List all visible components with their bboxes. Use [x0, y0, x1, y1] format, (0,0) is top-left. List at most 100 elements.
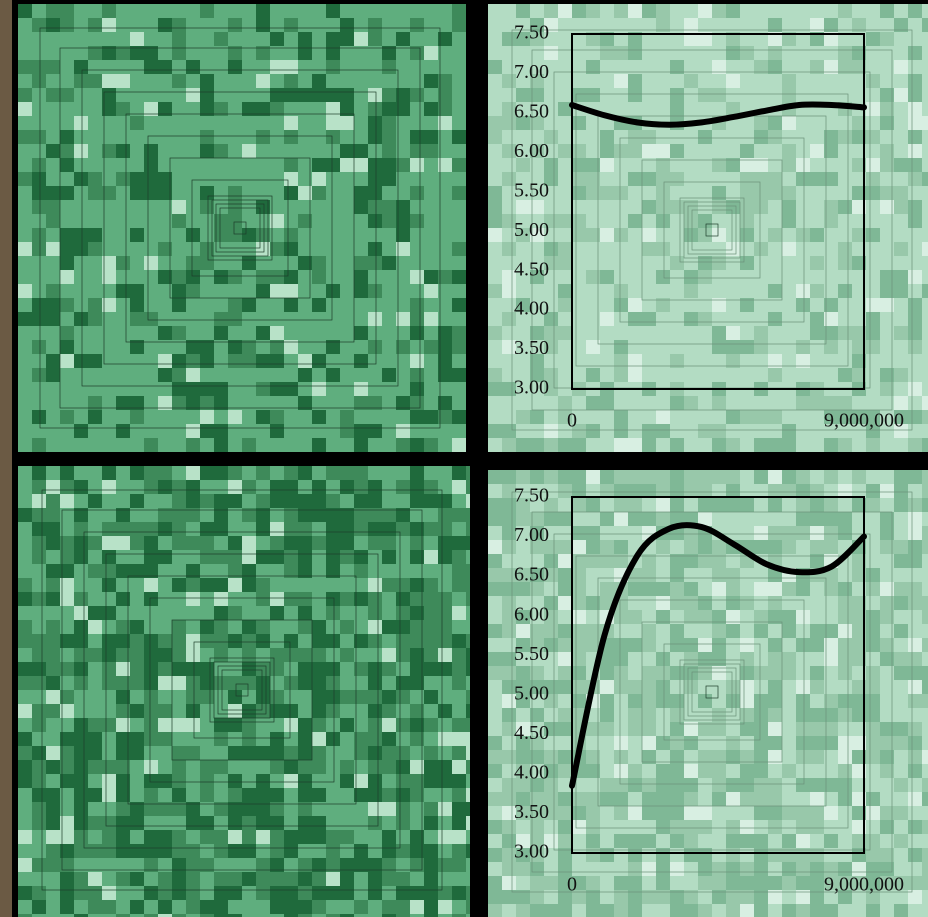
image-cell [516, 284, 530, 298]
image-cell [466, 578, 470, 592]
image-cell [46, 858, 60, 872]
image-cell [768, 736, 782, 750]
image-cell [326, 746, 340, 760]
image-cell [368, 564, 382, 578]
image-cell [102, 494, 116, 508]
image-cell [32, 116, 46, 130]
image-cell [144, 830, 158, 844]
image-cell [368, 284, 382, 298]
image-cell [46, 4, 60, 18]
image-cell [614, 764, 628, 778]
image-cell [270, 116, 284, 130]
image-cell [600, 876, 614, 890]
image-cell [368, 886, 382, 900]
image-cell [172, 662, 186, 676]
image-cell [614, 228, 628, 242]
image-cell [200, 186, 214, 200]
image-cell [144, 550, 158, 564]
image-cell [46, 872, 60, 886]
image-cell [354, 900, 368, 914]
image-cell [684, 102, 698, 116]
image-cell [452, 354, 466, 368]
image-cell [642, 498, 656, 512]
image-cell [172, 886, 186, 900]
image-cell [326, 410, 340, 424]
image-cell [768, 708, 782, 722]
image-cell [242, 186, 256, 200]
image-cell [382, 564, 396, 578]
image-cell [326, 354, 340, 368]
image-cell [340, 424, 354, 438]
image-cell [256, 550, 270, 564]
image-cell [74, 522, 88, 536]
image-cell [600, 568, 614, 582]
image-cell [354, 368, 368, 382]
image-cell [544, 470, 558, 484]
image-cell [740, 624, 754, 638]
image-cell [200, 326, 214, 340]
image-cell [396, 606, 410, 620]
image-cell [46, 606, 60, 620]
image-cell [754, 540, 768, 554]
image-cell [144, 480, 158, 494]
image-cell [544, 876, 558, 890]
image-cell [284, 158, 298, 172]
image-cell [32, 480, 46, 494]
image-cell [158, 410, 172, 424]
image-cell [214, 578, 228, 592]
image-cell [32, 676, 46, 690]
image-cell [116, 18, 130, 32]
image-cell [74, 718, 88, 732]
image-cell [712, 270, 726, 284]
image-cell [712, 862, 726, 876]
image-cell [326, 578, 340, 592]
image-cell [670, 270, 684, 284]
image-cell [558, 694, 572, 708]
image-cell [214, 690, 228, 704]
image-cell [242, 648, 256, 662]
image-cell [754, 326, 768, 340]
image-cell [600, 4, 614, 18]
image-cell [186, 4, 200, 18]
image-cell [452, 676, 466, 690]
image-cell [894, 368, 908, 382]
image-cell [530, 904, 544, 917]
image-cell [158, 620, 172, 634]
image-cell [894, 512, 908, 526]
image-cell [18, 214, 32, 228]
image-cell [270, 18, 284, 32]
image-cell [712, 4, 726, 18]
image-cell [796, 582, 810, 596]
image-cell [74, 564, 88, 578]
image-cell [74, 18, 88, 32]
image-cell [298, 620, 312, 634]
image-cell [18, 130, 32, 144]
image-cell [642, 368, 656, 382]
image-cell [32, 900, 46, 914]
image-cell [60, 410, 74, 424]
image-cell [270, 690, 284, 704]
image-cell [922, 60, 928, 74]
image-cell [810, 764, 824, 778]
image-cell [60, 102, 74, 116]
image-cell [382, 578, 396, 592]
image-cell [214, 886, 228, 900]
image-cell [670, 200, 684, 214]
image-cell [340, 578, 354, 592]
image-cell [796, 792, 810, 806]
image-cell [424, 186, 438, 200]
image-cell [18, 46, 32, 60]
image-cell [894, 60, 908, 74]
image-cell [130, 158, 144, 172]
image-cell [298, 816, 312, 830]
image-cell [74, 284, 88, 298]
image-cell [600, 862, 614, 876]
image-cell [810, 200, 824, 214]
image-cell [740, 214, 754, 228]
image-cell [656, 624, 670, 638]
image-cell [172, 774, 186, 788]
image-cell [558, 680, 572, 694]
image-cell [32, 578, 46, 592]
image-cell [284, 522, 298, 536]
image-cell [158, 606, 172, 620]
